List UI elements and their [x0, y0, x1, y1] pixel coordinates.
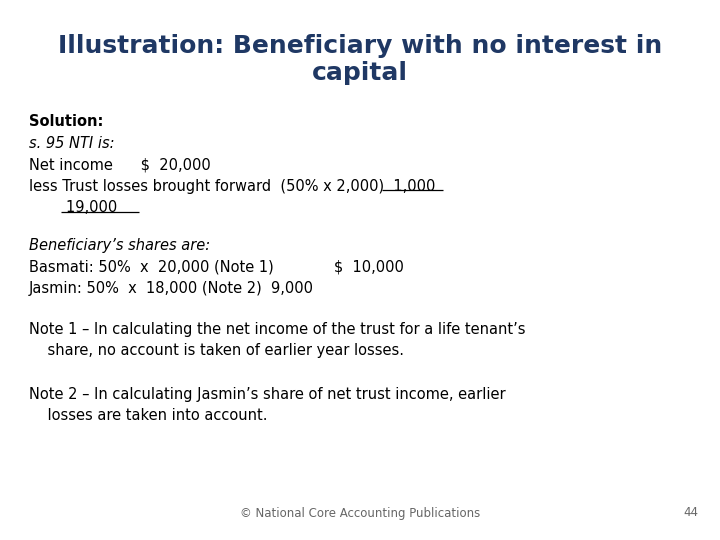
Text: s. 95 NTI is:: s. 95 NTI is: — [29, 136, 114, 151]
Text: Illustration: Beneficiary with no interest in: Illustration: Beneficiary with no intere… — [58, 34, 662, 58]
Text: capital: capital — [312, 61, 408, 85]
Text: Basmati: 50%  x  20,000 (Note 1)             $  10,000: Basmati: 50% x 20,000 (Note 1) $ 10,000 — [29, 260, 404, 275]
Text: Note 2 – In calculating Jasmin’s share of net trust income, earlier: Note 2 – In calculating Jasmin’s share o… — [29, 387, 505, 402]
Text: Solution:: Solution: — [29, 114, 103, 129]
Text: 19,000: 19,000 — [29, 200, 117, 215]
Text: Note 1 – In calculating the net income of the trust for a life tenant’s: Note 1 – In calculating the net income o… — [29, 322, 526, 337]
Text: Beneficiary’s shares are:: Beneficiary’s shares are: — [29, 238, 210, 253]
Text: less Trust losses brought forward  (50% x 2,000)  1,000: less Trust losses brought forward (50% x… — [29, 179, 435, 194]
Text: losses are taken into account.: losses are taken into account. — [29, 408, 267, 423]
Text: © National Core Accounting Publications: © National Core Accounting Publications — [240, 507, 480, 519]
Text: Net income      $  20,000: Net income $ 20,000 — [29, 157, 210, 172]
Text: 44: 44 — [683, 507, 698, 519]
Text: share, no account is taken of earlier year losses.: share, no account is taken of earlier ye… — [29, 343, 404, 359]
Text: Jasmin: 50%  x  18,000 (Note 2)  9,000: Jasmin: 50% x 18,000 (Note 2) 9,000 — [29, 281, 314, 296]
